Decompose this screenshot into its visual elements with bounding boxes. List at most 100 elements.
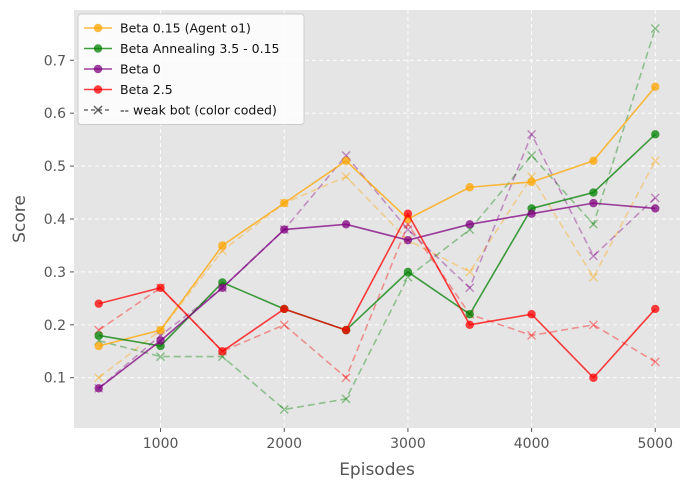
legend-marker [93, 23, 103, 33]
data-point [527, 330, 537, 340]
legend-label: Beta Annealing 3.5 - 0.15 [120, 41, 280, 56]
data-point [589, 156, 598, 165]
data-point [527, 209, 536, 218]
data-point [341, 172, 351, 182]
data-point [465, 267, 475, 277]
data-point [156, 336, 165, 345]
series-0 [94, 82, 660, 351]
data-point [588, 320, 598, 330]
legend-marker [93, 44, 103, 53]
series-3 [94, 209, 660, 382]
data-point [465, 220, 474, 229]
data-point [465, 310, 474, 319]
series-lines [94, 24, 660, 414]
series-line [98, 132, 656, 389]
data-point [651, 82, 660, 91]
data-point [94, 373, 104, 383]
data-point [527, 151, 537, 161]
data-point [403, 267, 413, 277]
y-tick-label: 0.7 [44, 53, 66, 69]
y-tick-label: 0.6 [44, 106, 66, 122]
data-point [650, 357, 660, 367]
legend-label: Beta 0.15 (Agent o1) [120, 21, 251, 36]
data-point [156, 352, 166, 362]
data-point [403, 209, 413, 218]
data-point [527, 177, 536, 187]
data-point [651, 130, 660, 139]
y-tick-label: 0.2 [44, 318, 66, 334]
legend-box [77, 13, 305, 125]
data-point [341, 156, 351, 165]
x-tick-label: 4000 [514, 436, 550, 452]
series-line [98, 160, 656, 379]
legend-marker [93, 85, 103, 94]
legend-marker [93, 105, 103, 115]
data-point [465, 320, 474, 330]
data-point [589, 373, 598, 382]
legend-item: -- weak bot (color coded) [84, 103, 277, 118]
y-tick-label: 0.1 [44, 371, 66, 387]
legend-label: Beta 2.5 [120, 82, 173, 97]
data-point [650, 24, 660, 34]
data-point [341, 220, 351, 229]
legend-item: Beta Annealing 3.5 - 0.15 [84, 41, 280, 56]
data-point [341, 325, 351, 335]
y-tick-label: 0.5 [44, 159, 66, 175]
data-point [280, 304, 289, 314]
data-point [403, 235, 413, 245]
data-point [588, 219, 598, 229]
series-weak-bot-1 [94, 24, 660, 414]
data-point [403, 225, 413, 235]
data-point [650, 156, 660, 166]
data-point [156, 325, 165, 335]
data-point [218, 347, 227, 356]
legend-label: Beta 0 [120, 62, 161, 77]
data-point [341, 394, 351, 404]
data-point [588, 251, 598, 261]
legend-label: -- weak bot (color coded) [120, 103, 277, 118]
data-point [651, 304, 660, 314]
data-point [94, 299, 103, 308]
data-point [279, 320, 289, 330]
data-point [465, 283, 475, 293]
x-tick-label: 2000 [266, 436, 302, 452]
data-point [94, 384, 103, 393]
series-line [98, 222, 656, 380]
data-point [341, 373, 351, 383]
legend-item: Beta 0.15 (Agent o1) [84, 21, 251, 36]
y-tick-label: 0.3 [44, 265, 66, 281]
data-point [218, 283, 227, 292]
data-point [94, 331, 103, 340]
data-point [465, 183, 474, 192]
x-axis-label: Episodes [339, 460, 415, 480]
data-point [527, 310, 536, 319]
legend-marker [93, 64, 103, 74]
legend-item: Beta 2.5 [84, 82, 173, 97]
legend-item: Beta 0 [84, 62, 161, 77]
y-tick-label: 0.4 [44, 212, 66, 228]
data-point [589, 188, 598, 197]
series-line [98, 28, 657, 411]
data-point [527, 129, 537, 139]
data-point [280, 225, 289, 234]
legend: Beta 0.15 (Agent o1) Beta Annealing 3.5 -… [77, 13, 305, 125]
series-line [98, 212, 656, 379]
data-point [280, 198, 289, 208]
series-line [98, 202, 656, 389]
data-point [589, 198, 598, 208]
data-point [279, 404, 289, 414]
data-point [94, 341, 103, 351]
x-tick-label: 5000 [637, 436, 673, 452]
series-line [98, 86, 656, 347]
x-tick-label: 3000 [390, 436, 426, 452]
series-2 [94, 198, 660, 393]
data-point [156, 283, 165, 292]
axis-ticks: 1000 2000 3000 4000 5000 0.1 0.2 0.3 0.4 0.5 0.6 0.… [44, 53, 673, 452]
data-point [218, 241, 227, 250]
y-axis-label: Score [10, 195, 30, 243]
data-point [651, 204, 660, 213]
data-point [650, 193, 660, 203]
data-point [588, 272, 598, 282]
x-tick-label: 1000 [143, 436, 179, 452]
